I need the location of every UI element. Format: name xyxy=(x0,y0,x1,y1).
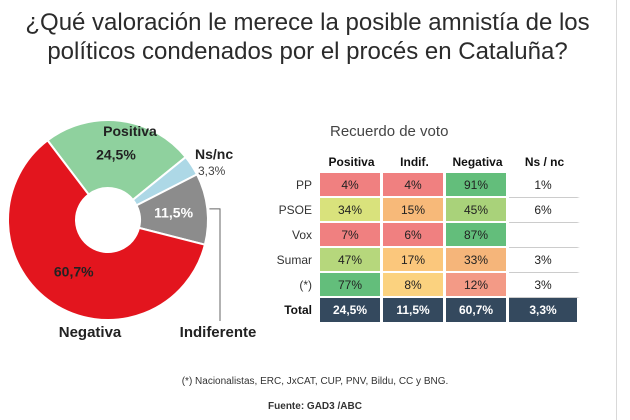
table-title: Recuerdo de voto xyxy=(330,123,449,140)
row-label: Vox xyxy=(270,223,320,248)
table-cell: 34% xyxy=(320,198,383,223)
value-label-indiferente: 11,5% xyxy=(154,205,193,221)
value-label-positiva: 24,5% xyxy=(96,146,136,162)
value-label-negativa: 60,7% xyxy=(54,264,94,280)
row-label: PP xyxy=(270,173,320,198)
table-cell: 91% xyxy=(446,173,509,198)
category-label-positiva: Positiva xyxy=(103,123,157,139)
header-corner xyxy=(270,151,320,173)
table-cell: 6% xyxy=(509,198,580,223)
column-header: Ns / nc xyxy=(524,155,565,169)
table-cell: 4% xyxy=(320,173,383,198)
table-cell: 87% xyxy=(446,223,509,248)
table-cell: 3% xyxy=(509,273,580,298)
category-label-nsnc: Ns/nc xyxy=(195,146,233,162)
table-cell: 7% xyxy=(320,223,383,248)
table-cell: 45% xyxy=(446,198,509,223)
vote-table: Positiva Indif. Negativa Ns / nc PP 4% 4% 9… xyxy=(270,151,580,324)
total-row: Total 24,5% 11,5% 60,7% 3,3% xyxy=(270,298,580,324)
total-cell: 60,7% xyxy=(446,298,509,324)
table-cell xyxy=(509,223,580,248)
column-header: Negativa xyxy=(452,155,503,169)
table-cell: 1% xyxy=(509,173,580,198)
chart-title: ¿Qué valoración le merece la posible amn… xyxy=(25,9,590,65)
table-cell: 17% xyxy=(383,248,446,273)
right-border xyxy=(616,0,617,420)
total-cell: 3,3% xyxy=(509,298,580,324)
total-cell: 11,5% xyxy=(383,298,446,324)
table-cell: 4% xyxy=(383,173,446,198)
table-cell: 6% xyxy=(383,223,446,248)
table-cell: 8% xyxy=(383,273,446,298)
table-cell: 12% xyxy=(446,273,509,298)
category-label-negativa: Negativa xyxy=(59,324,122,341)
table-row: PP 4% 4% 91% 1% xyxy=(270,173,580,198)
table-row: PSOE 34% 15% 45% 6% xyxy=(270,198,580,223)
table-cell: 77% xyxy=(320,273,383,298)
leader-line-indiferente xyxy=(209,208,221,321)
column-header: Indif. xyxy=(400,155,429,169)
category-label-indiferente: Indiferente xyxy=(180,324,257,341)
table-row: Vox 7% 6% 87% xyxy=(270,223,580,248)
value-label-nsnc: 3,3% xyxy=(198,164,226,178)
donut-slice-negativa xyxy=(7,138,207,321)
total-cell: 24,5% xyxy=(320,298,383,324)
donut-slice-positiva xyxy=(46,119,188,202)
row-label: Sumar xyxy=(270,248,320,273)
source: Fuente: GAD3 /ABC xyxy=(268,401,362,412)
table-cell: 3% xyxy=(509,248,580,273)
table-row: (*) 77% 8% 12% 3% xyxy=(270,273,580,298)
total-label: Total xyxy=(270,298,320,324)
row-label: (*) xyxy=(270,273,320,298)
footnote: (*) Nacionalistas, ERC, JxCAT, CUP, PNV,… xyxy=(181,376,449,387)
table-row: Sumar 47% 17% 33% 3% xyxy=(270,248,580,273)
table-cell: 33% xyxy=(446,248,509,273)
row-label: PSOE xyxy=(270,198,320,223)
donut-chart: 24,5% 11,5% 60,7% Positiva Ns/nc 3,3% Negativa… xyxy=(7,119,257,341)
column-header: Positiva xyxy=(328,155,375,169)
table-cell: 47% xyxy=(320,248,383,273)
table-header-row: Positiva Indif. Negativa Ns / nc xyxy=(270,151,580,173)
table-cell: 15% xyxy=(383,198,446,223)
